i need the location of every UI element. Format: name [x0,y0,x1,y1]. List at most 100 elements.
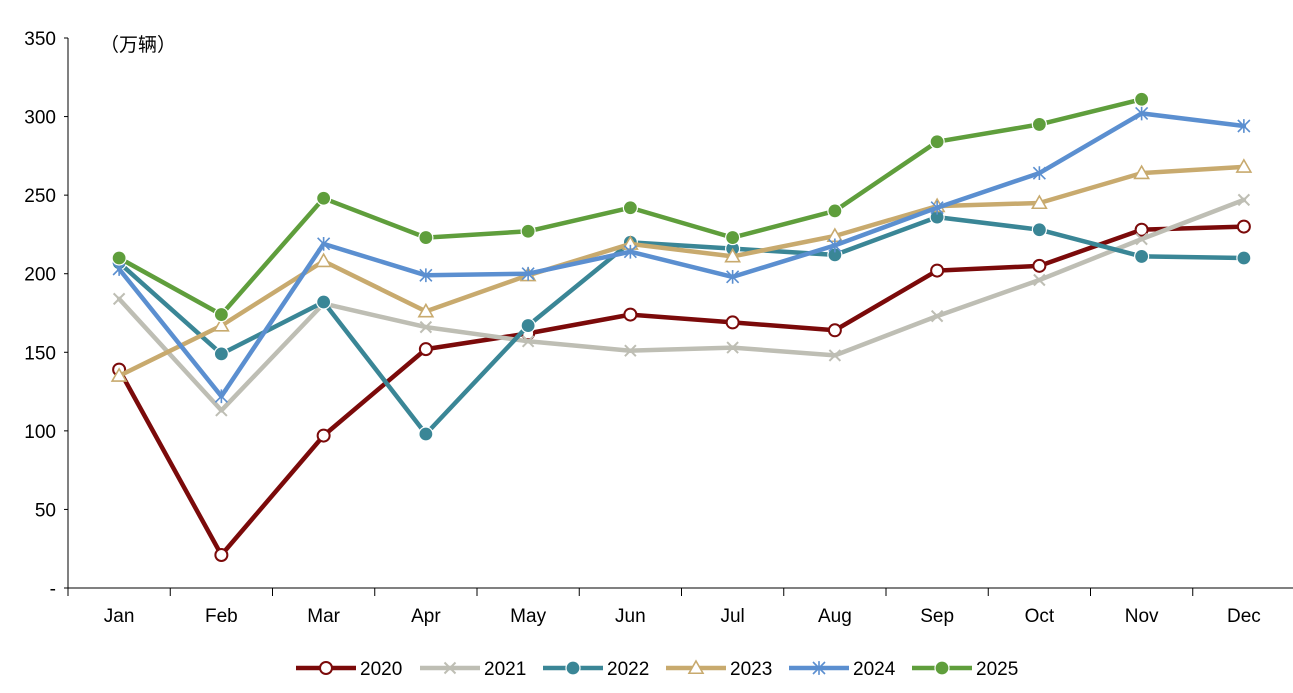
x-tick-label: May [510,606,546,627]
x-tick-label: Jan [104,606,135,627]
data-point-2020-Jul [725,315,740,330]
data-point-2021-Jul [726,341,739,354]
data-point-2025-Nov [1134,91,1150,107]
data-point-2025-May [520,223,536,239]
legend-item-2022: 2022 [543,659,649,680]
series-2020 [112,219,1251,562]
data-point-2021-Dec [1237,193,1251,207]
legend-marker [319,661,333,675]
x-tick-label: Feb [205,606,238,627]
data-point-2024-Dec [1237,119,1251,133]
data-point-2024-Nov [1135,106,1149,121]
legend-item-2023: 2023 [666,659,772,680]
data-point-2024-Mar [317,236,331,251]
data-point-2024-Apr [419,268,433,283]
x-tick-label: Apr [411,606,441,627]
data-point-2020-Apr [418,342,433,357]
legend-label: 2022 [607,659,649,680]
data-point-2025-Jul [725,229,741,246]
data-point-2021-May [521,335,535,348]
series-line-2024 [116,111,1247,399]
x-axis-ticks: Jan Feb Mar Apr May Jun Jul Aug Sep Oct Nov Dec [67,588,1261,627]
x-tick-label: Sep [920,606,954,627]
legend-marker [687,659,705,675]
data-point-2025-Feb [213,306,229,323]
data-point-2020-Jun [623,307,638,322]
data-point-2023-Jan [110,367,128,382]
data-point-2021-Feb [215,404,228,417]
data-point-2024-Sep [930,200,944,215]
data-point-2021-Jun [624,344,637,357]
data-point-2025-Jan [111,250,127,266]
data-point-2021-Sep [930,309,944,323]
y-tick-label: 150 [24,343,56,364]
data-point-2022-Apr [418,426,434,442]
data-point-2021-Aug [828,349,842,362]
legend-marker [443,661,457,675]
legend-label: 2024 [853,659,896,680]
data-point-2022-Oct [1031,222,1047,238]
data-point-2024-Aug [828,238,842,253]
legend-marker [812,661,826,675]
data-point-2022-Mar [316,294,332,310]
data-point-2022-Feb [213,346,229,362]
legend-label: 2020 [360,659,402,680]
series-line-2022 [116,214,1247,437]
data-point-2020-Nov [1134,222,1149,237]
y-tick-label: 200 [24,265,56,286]
legend-label: 2023 [730,659,772,680]
data-point-2025-Oct [1031,116,1047,133]
x-tick-label: Dec [1227,606,1261,627]
legend-marker [565,660,581,676]
data-point-2023-Oct [1031,194,1048,210]
legend-item-2020: 2020 [296,659,402,680]
data-point-2025-Mar [316,190,332,206]
data-point-2021-Nov [1135,232,1148,246]
data-point-2024-Feb [214,389,228,404]
legend-item-2025: 2025 [912,659,1018,680]
axes [67,38,1293,589]
data-point-2020-Mar [316,428,331,443]
data-point-2023-Jul [724,247,742,263]
series-line-2021 [116,197,1247,413]
y-tick-label: 350 [24,29,56,50]
data-point-2022-May [520,317,536,334]
legend-item-2021: 2021 [420,659,526,680]
series-line-2023 [116,164,1247,379]
data-point-2022-Nov [1134,248,1150,265]
data-point-2021-Apr [419,320,433,334]
data-point-2021-Jan [112,292,126,306]
data-point-2023-Feb [212,316,230,332]
legend-label: 2025 [976,659,1018,680]
unit-label: （万辆） [100,34,176,56]
x-tick-label: Jun [615,606,646,627]
data-point-2020-Aug [827,323,842,338]
series-2025 [111,91,1150,323]
legend-item-2024: 2024 [789,659,896,680]
data-point-2020-Dec [1236,219,1251,234]
y-tick-label: - [50,579,56,600]
data-point-2020-Feb [214,548,229,562]
data-point-2025-Jun [622,200,638,216]
legend-marker [934,660,950,676]
x-tick-label: Nov [1125,606,1159,627]
data-point-2023-Nov [1133,164,1151,180]
x-tick-label: Jul [720,606,744,627]
legend-label: 2021 [484,659,526,680]
data-point-2020-Sep [930,263,945,278]
data-point-2025-Apr [418,229,434,246]
series-layer [110,91,1253,562]
y-tick-label: 100 [24,422,56,443]
data-point-2024-May [521,266,535,281]
data-point-2025-Sep [929,134,945,150]
x-tick-label: Oct [1025,606,1055,627]
data-point-2022-Dec [1236,250,1252,266]
data-point-2024-Jul [726,269,740,284]
data-point-2020-Oct [1032,258,1047,273]
data-point-2023-Dec [1235,158,1253,173]
data-point-2023-Apr [417,302,435,318]
x-tick-label: Aug [818,606,852,627]
x-tick-label: Mar [307,606,340,627]
y-tick-label: 50 [35,500,56,521]
